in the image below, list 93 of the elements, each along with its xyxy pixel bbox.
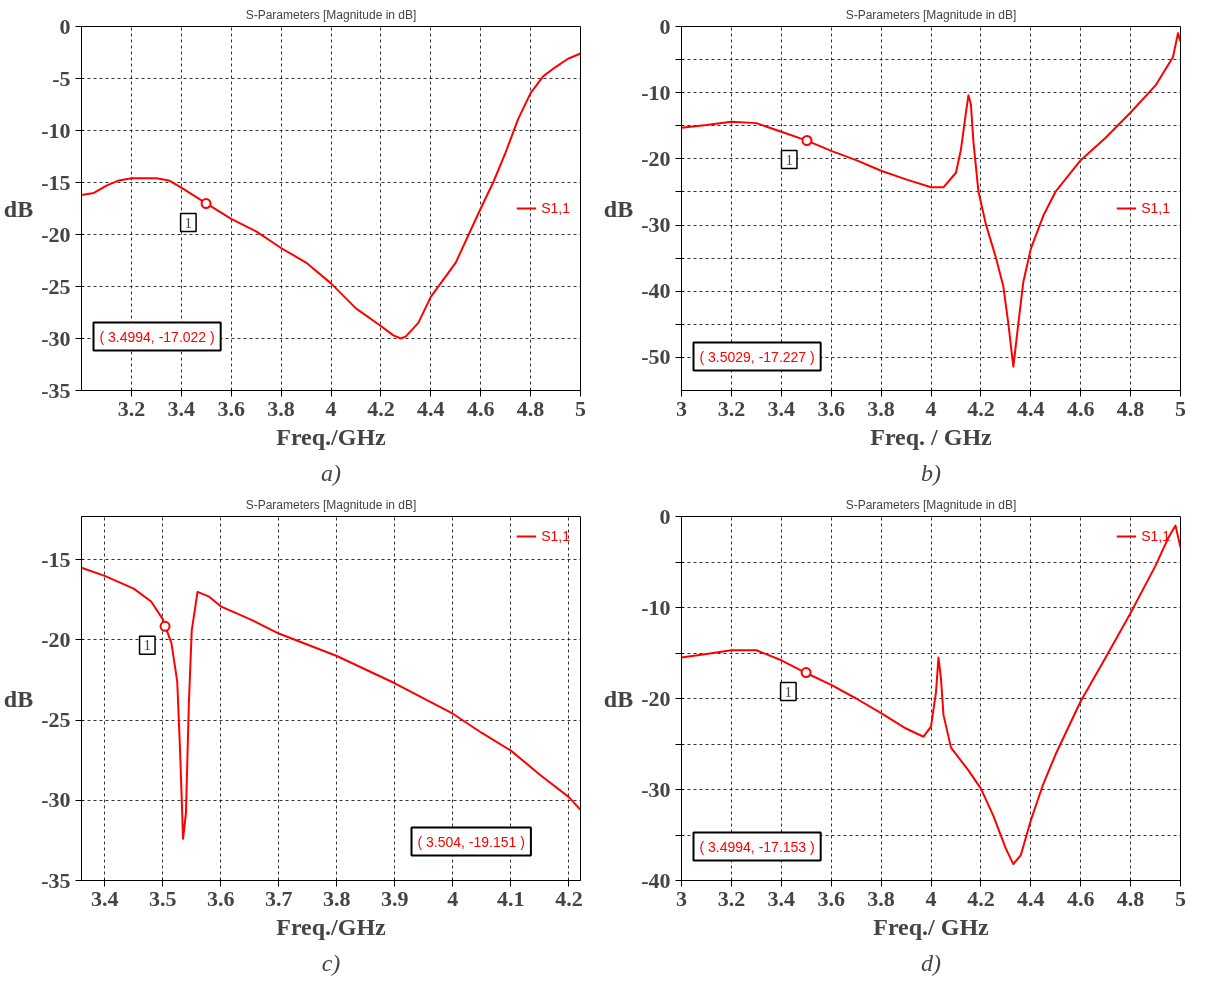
x-tick-label: 3.8 (867, 885, 895, 911)
x-tick-label: 3.4 (167, 395, 196, 421)
x-tick-label: 4.4 (1017, 395, 1045, 421)
y-axis-title: dB (3, 685, 34, 712)
chart-title: S-Parameters [Magnitude in dB] (845, 497, 1017, 512)
x-axis-title: Freq./ GHz (873, 913, 990, 940)
y-axis-title: dB (603, 195, 634, 222)
y-tick-label: -50 (641, 344, 671, 370)
legend-label: S1,1 (541, 528, 570, 544)
x-tick-label: 4.1 (497, 885, 525, 911)
x-tick-label: 4.2 (967, 885, 995, 911)
annotation: ( 3.4994, -17.022 ) (99, 328, 215, 345)
x-tick-label: 3.4 (90, 885, 119, 911)
annotation: 1 (784, 683, 793, 700)
y-tick-label: -20 (641, 685, 671, 711)
x-tick-label: 3.6 (207, 885, 235, 911)
annotation: 1 (143, 637, 152, 654)
x-tick-label: 3.6 (817, 395, 845, 421)
x-tick-label: 4.2 (555, 885, 583, 911)
y-tick-label: -40 (641, 278, 671, 304)
x-tick-label: 4.8 (516, 395, 545, 421)
x-tick-label: 4.4 (417, 395, 445, 421)
legend-label: S1,1 (541, 200, 570, 216)
x-tick-label: 5 (575, 395, 586, 421)
x-tick-label: 4 (447, 885, 459, 911)
x-tick-label: 3.8 (867, 395, 895, 421)
y-tick-label: -40 (641, 867, 671, 893)
x-tick-label: 5 (1175, 885, 1186, 911)
chart-title: S-Parameters [Magnitude in dB] (845, 7, 1017, 22)
x-tick-label: 3.9 (381, 885, 409, 911)
x-tick-label: 3.2 (717, 395, 746, 421)
x-tick-label: 3 (676, 395, 687, 421)
x-tick-label: 3.2 (117, 395, 146, 421)
chart-title: S-Parameters [Magnitude in dB] (245, 7, 417, 22)
text: b) (921, 459, 941, 486)
y-tick-label: -20 (641, 145, 671, 171)
y-tick-label: -15 (41, 546, 71, 572)
x-tick-label: 4.6 (1066, 395, 1095, 421)
y-tick-label: -25 (41, 273, 71, 299)
annotation: ( 3.5029, -17.227 ) (699, 348, 815, 365)
x-tick-label: 5 (1175, 395, 1186, 421)
y-tick-label: -35 (41, 867, 71, 893)
annotation: ( 3.504, -19.151 ) (417, 833, 525, 850)
x-tick-label: 3.5 (148, 885, 177, 911)
x-tick-label: 4 (325, 395, 337, 421)
y-tick-label: 0 (659, 13, 671, 39)
y-tick-label: -30 (641, 776, 671, 802)
y-tick-label: -15 (41, 169, 71, 195)
y-tick-label: -10 (41, 117, 71, 143)
x-tick-label: 3.4 (767, 395, 796, 421)
x-tick-label: 3.6 (817, 885, 845, 911)
y-axis-title: dB (603, 685, 634, 712)
y-tick-label: -10 (641, 594, 671, 620)
text: c) (321, 949, 341, 976)
annotation: 1 (184, 214, 193, 231)
y-tick-label: -20 (41, 626, 71, 652)
text: a) (321, 459, 341, 486)
x-tick-label: 4 (925, 395, 937, 421)
x-tick-label: 3.7 (265, 885, 293, 911)
y-tick-label: -10 (641, 79, 671, 105)
x-tick-label: 4.6 (1066, 885, 1095, 911)
x-tick-label: 4.8 (1116, 885, 1145, 911)
chart-title: S-Parameters [Magnitude in dB] (245, 497, 417, 512)
y-tick-label: -35 (41, 377, 71, 403)
y-tick-label: 0 (59, 13, 71, 39)
x-axis-title: Freq./GHz (276, 423, 387, 450)
x-axis-title: Freq. / GHz (870, 423, 993, 450)
x-tick-label: 3 (676, 885, 687, 911)
y-tick-label: -20 (41, 221, 71, 247)
y-tick-label: -5 (52, 65, 71, 91)
annotation: 1 (785, 151, 793, 168)
y-tick-label: -30 (41, 325, 71, 351)
x-tick-label: 3.4 (767, 885, 796, 911)
x-tick-label: 3.6 (217, 395, 245, 421)
annotation: ( 3.4994, -17.153 ) (699, 838, 815, 855)
x-tick-label: 4.2 (967, 395, 995, 421)
legend-label: S1,1 (1141, 528, 1170, 544)
x-tick-label: 4.6 (466, 395, 495, 421)
text: d) (921, 949, 941, 976)
y-tick-label: -30 (41, 787, 71, 813)
x-tick-label: 3.8 (267, 395, 295, 421)
x-tick-label: 3.8 (323, 885, 351, 911)
y-tick-label: -30 (641, 212, 671, 238)
y-tick-label: 0 (659, 503, 671, 529)
y-tick-label: -25 (41, 707, 71, 733)
x-tick-label: 4 (925, 885, 937, 911)
x-tick-label: 4.8 (1116, 395, 1145, 421)
y-axis-title: dB (3, 195, 34, 222)
x-axis-title: Freq./GHz (276, 913, 387, 940)
legend-label: S1,1 (1141, 200, 1170, 216)
x-tick-label: 4.2 (367, 395, 395, 421)
x-tick-label: 3.2 (717, 885, 746, 911)
x-tick-label: 4.4 (1017, 885, 1045, 911)
